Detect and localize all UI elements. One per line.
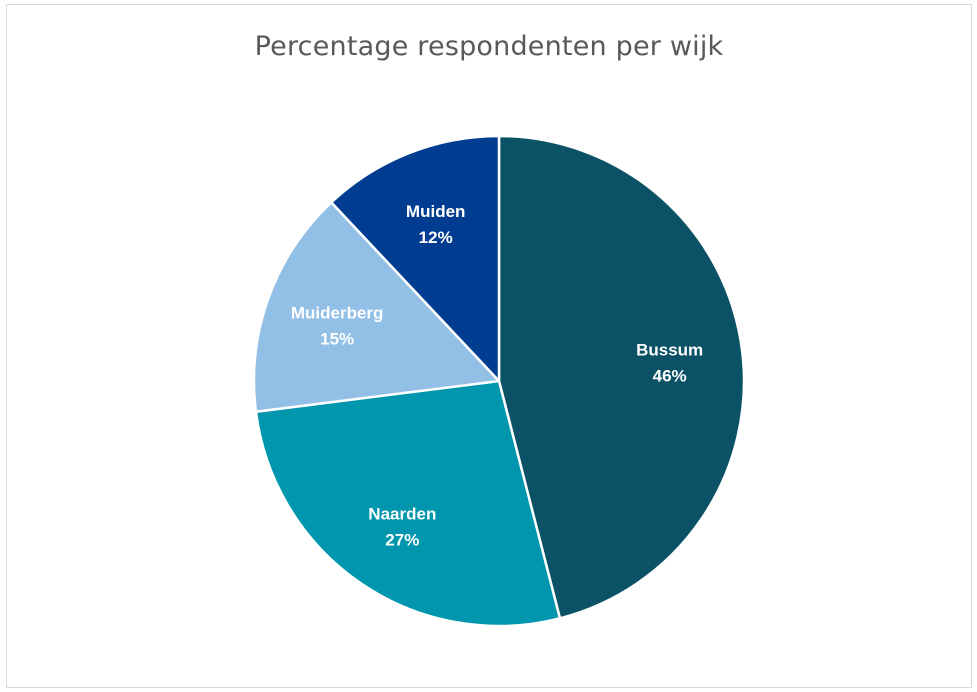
slice-value-bussum: 46% — [653, 366, 687, 385]
pie-slice-muiden — [330, 134, 501, 383]
slice-label-bussum: Bussum — [636, 340, 703, 359]
slice-label-muiden: Muiden — [406, 202, 466, 221]
pie-slice-naarden — [254, 379, 562, 628]
pie-slice-bussum — [497, 134, 746, 620]
slice-value-naarden: 27% — [385, 530, 419, 549]
slice-value-muiderberg: 15% — [320, 330, 354, 349]
slice-value-muiden: 12% — [419, 228, 453, 247]
slice-label-muiderberg: Muiderberg — [291, 304, 384, 323]
pie-slices — [252, 134, 746, 628]
slice-label-naarden: Naarden — [368, 504, 436, 523]
chart-title: Percentage respondenten per wijk — [254, 31, 724, 62]
pie-labels: Bussum 46% Naarden 27% Muiderberg 15% Muiden 12… — [291, 202, 703, 549]
pie-slice-muiderberg — [252, 201, 501, 413]
